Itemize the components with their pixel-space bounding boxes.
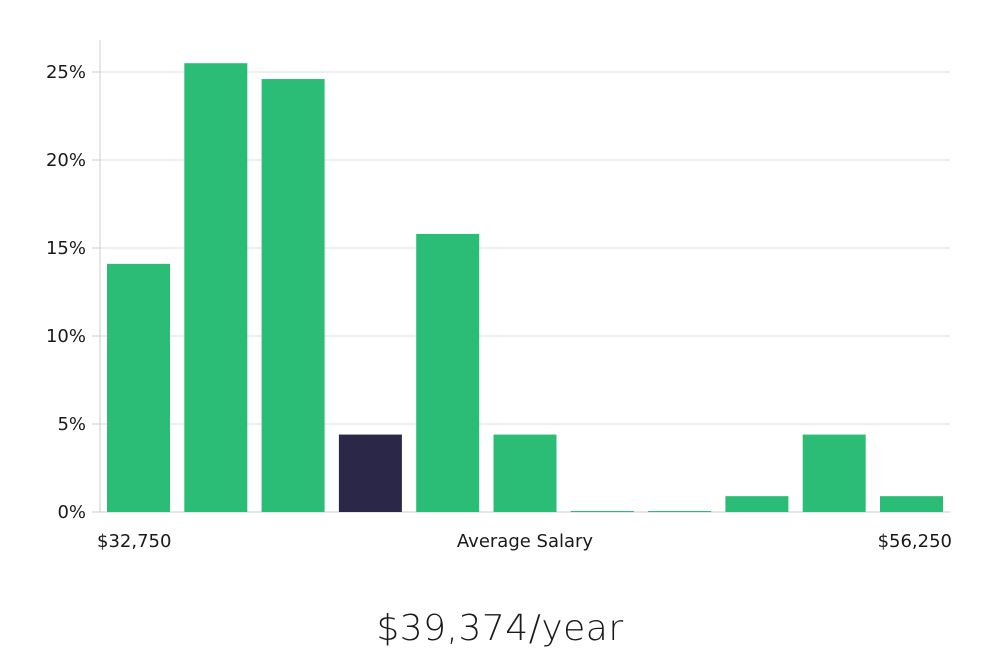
bar (570, 511, 634, 512)
x-max-label: $56,250 (878, 531, 952, 552)
y-tick-label: 20% (46, 150, 86, 171)
bar (416, 233, 480, 513)
bar (184, 63, 248, 512)
y-tick-label: 5% (57, 414, 86, 435)
average-salary-value: $39,374/year (376, 608, 624, 649)
bar (725, 496, 789, 512)
y-tick-label: 0% (57, 502, 86, 523)
bar (493, 434, 557, 512)
y-tick-labels: 0% 5% 10% 15% 20% 25% (46, 62, 86, 523)
x-min-label: $32,750 (97, 531, 171, 552)
y-tick-label: 15% (46, 238, 86, 259)
y-tick-label: 10% (46, 326, 86, 347)
bar (107, 263, 170, 512)
bar (880, 496, 943, 512)
bar (648, 511, 712, 512)
bar (261, 79, 325, 512)
y-tick-label: 25% (46, 62, 86, 83)
salary-histogram: 0%5%10%15%20%25% $32,750 Average Salary … (46, 40, 952, 552)
bar (802, 434, 866, 512)
bars (107, 63, 943, 513)
bar-highlighted (338, 434, 402, 512)
x-axis-title: Average Salary (457, 531, 594, 552)
